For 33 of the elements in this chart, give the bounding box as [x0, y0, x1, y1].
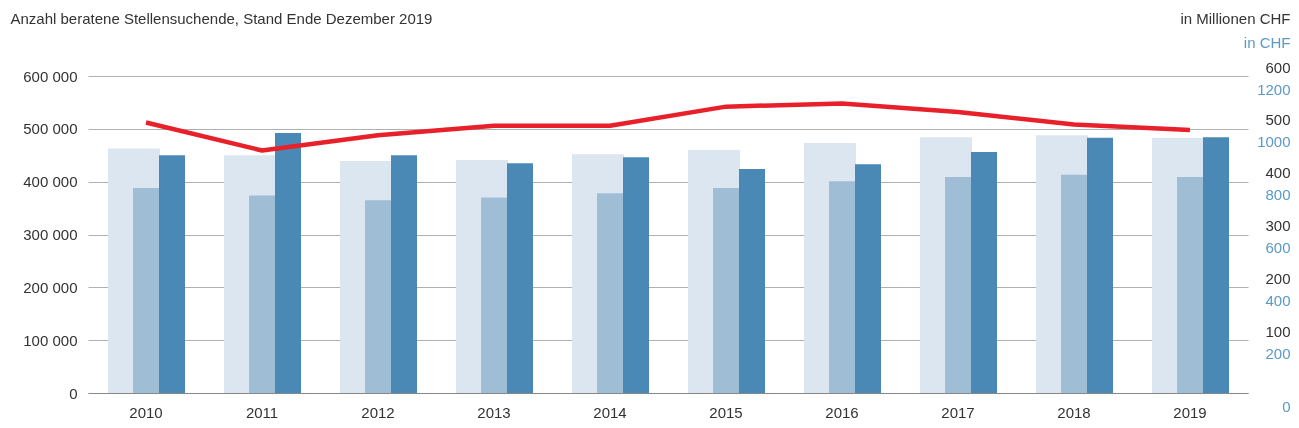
- x-tick-label: 2011: [245, 403, 279, 421]
- y2-axis-title: in Millionen CHF: [1180, 9, 1291, 27]
- y3-tick-label: 400: [1265, 291, 1291, 309]
- x-tick-label: 2012: [361, 403, 395, 421]
- y2-tick-label: 500: [1265, 111, 1291, 129]
- y-tick-label: 200 000: [23, 278, 78, 296]
- y-tick-label: 500 000: [23, 120, 78, 138]
- y-tick-label: 400 000: [23, 173, 78, 191]
- y2-tick-label: 200: [1265, 269, 1291, 287]
- x-tick-label: 2014: [593, 403, 627, 421]
- x-tick-label: 2019: [1173, 403, 1207, 421]
- x-tick-label: 2013: [477, 403, 511, 421]
- y3-tick-label: 1000: [1257, 133, 1291, 151]
- y-axis-title: Anzahl beratene Stellensuchende, Stand Ende Dezember 2019: [10, 9, 433, 27]
- y3-tick-label: 600: [1265, 239, 1291, 256]
- y3-tick-label: 0: [1282, 397, 1291, 415]
- y-tick-label: 300 000: [23, 226, 78, 243]
- y3-tick-label: 200: [1265, 344, 1291, 362]
- y2-tick-label: 100: [1265, 322, 1291, 340]
- x-tick-label: 2017: [941, 403, 975, 421]
- y-tick-label: 0: [69, 384, 78, 402]
- y-tick-label: 600 000: [23, 67, 78, 85]
- x-tick-label: 2015: [709, 403, 743, 421]
- y3-axis-title: in CHF: [1243, 33, 1291, 51]
- x-tick-label: 2016: [825, 403, 859, 421]
- x-tick-label: 2010: [129, 403, 163, 421]
- y2-tick-label: 300: [1265, 217, 1291, 234]
- y3-tick-label: 1200: [1257, 80, 1291, 98]
- x-tick-label: 2018: [1057, 403, 1091, 421]
- y2-tick-label: 400: [1265, 164, 1291, 182]
- y2-tick-label: 600: [1265, 58, 1291, 76]
- y3-tick-label: 800: [1265, 186, 1291, 204]
- y-tick-label: 100 000: [23, 331, 78, 349]
